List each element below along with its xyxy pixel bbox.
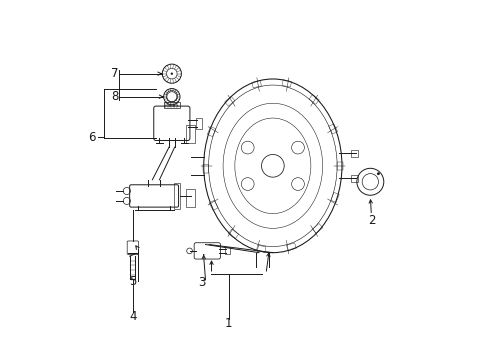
Bar [209,200,218,211]
Bar [256,245,265,252]
Text: 2: 2 [367,214,374,227]
Text: 6: 6 [88,131,96,144]
Bar [328,124,337,134]
Text: 8: 8 [111,90,119,103]
Bar [224,247,229,255]
Bar [163,102,180,108]
Bar [312,224,322,233]
Bar [203,165,208,173]
Text: 1: 1 [224,317,232,330]
Bar [350,150,357,157]
Bar [224,96,234,106]
Circle shape [376,172,379,175]
Bar [308,95,319,104]
Text: 3: 3 [198,276,205,289]
Circle shape [170,72,173,75]
Bar [282,80,291,87]
Text: 4: 4 [129,310,136,323]
Bar [286,243,296,251]
Text: 7: 7 [111,67,119,80]
Bar [251,80,261,88]
Bar [207,126,216,136]
Bar [185,189,195,207]
Bar [228,229,238,239]
Bar [173,183,180,209]
Bar [195,118,202,129]
Bar [350,175,357,182]
Bar [185,125,195,143]
Text: 5: 5 [129,275,136,288]
Bar [330,192,339,202]
Bar [336,162,342,170]
